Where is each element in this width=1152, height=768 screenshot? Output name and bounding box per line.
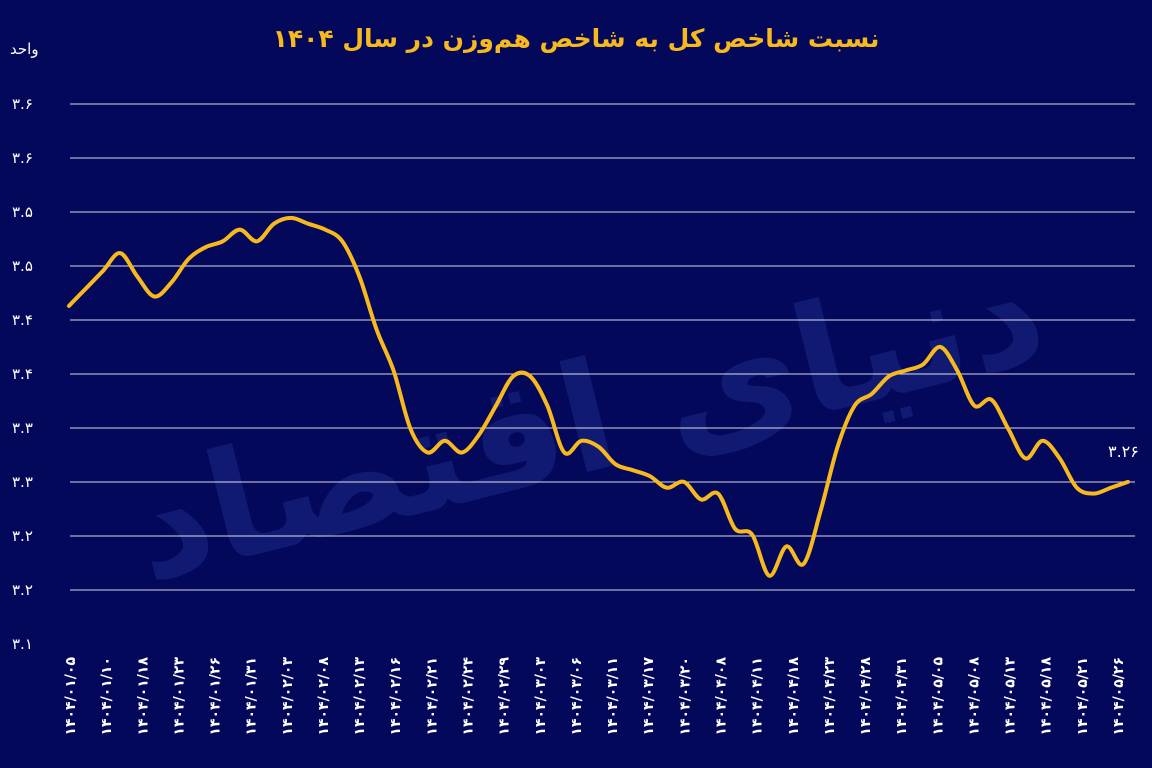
- x-tick-label: ۱۴۰۴/۰۳/۱۱: [605, 657, 621, 736]
- x-tick-label: ۱۴۰۴/۰۱/۲۳: [171, 657, 187, 736]
- y-tick-label: ۳.۶: [12, 95, 33, 113]
- x-tick-label: ۱۴۰۴/۰۳/۰۶: [569, 657, 585, 736]
- x-tick-label: ۱۴۰۴/۰۴/۳۱: [894, 657, 910, 736]
- chart-title: نسبت شاخص کل به شاخص هم‌وزن در سال ۱۴۰۴: [272, 24, 880, 53]
- x-tick-label: ۱۴۰۴/۰۲/۰۸: [316, 657, 332, 736]
- x-tick-label: ۱۴۰۴/۰۴/۱۸: [786, 657, 802, 736]
- y-tick-label: ۳.۲: [12, 527, 33, 545]
- x-tick-label: ۱۴۰۴/۰۲/۱۳: [352, 657, 368, 736]
- x-tick-label: ۱۴۰۴/۰۳/۲۰: [677, 657, 693, 736]
- y-tick-label: ۳.۴: [12, 365, 33, 383]
- last-value-label: ۳.۲۶: [1108, 442, 1139, 461]
- y-tick-label: ۳.۵: [12, 203, 33, 221]
- x-tick-label: ۱۴۰۴/۰۴/۲۳: [822, 657, 838, 736]
- x-axis-ticks: ۱۴۰۴/۰۱/۰۵ ۱۴۰۴/۰۱/۱۰ ۱۴۰۴/۰۱/۱۸ ۱۴۰۴/۰۱/۲۳…: [63, 657, 1127, 736]
- x-tick-label: ۱۴۰۴/۰۱/۲۶: [208, 657, 224, 736]
- x-tick-label: ۱۴۰۴/۰۱/۳۱: [244, 657, 260, 736]
- x-tick-label: ۱۴۰۴/۰۵/۱۳: [1003, 657, 1019, 736]
- x-tick-label: ۱۴۰۴/۰۵/۲۶: [1111, 657, 1127, 736]
- x-tick-label: ۱۴۰۴/۰۴/۲۸: [858, 657, 874, 736]
- y-tick-label: ۳.۱: [12, 635, 33, 653]
- watermark-text: دنیای اقتصاد: [114, 222, 1061, 616]
- x-tick-label: ۱۴۰۴/۰۳/۰۳: [533, 657, 549, 736]
- x-tick-label: ۱۴۰۴/۰۴/۰۸: [714, 657, 730, 736]
- x-tick-label: ۱۴۰۴/۰۵/۰۵: [930, 657, 946, 736]
- x-tick-label: ۱۴۰۴/۰۵/۰۸: [966, 657, 982, 736]
- y-tick-label: ۳.۲: [12, 581, 33, 599]
- x-tick-label: ۱۴۰۴/۰۵/۱۸: [1039, 657, 1055, 736]
- y-tick-label: ۳.۳: [12, 419, 33, 437]
- x-tick-label: ۱۴۰۴/۰۲/۲۴: [461, 657, 477, 736]
- series-line: [67, 215, 1130, 578]
- x-tick-label: ۱۴۰۴/۰۲/۱۶: [388, 657, 404, 736]
- y-tick-label: ۳.۶: [12, 149, 33, 167]
- x-tick-label: ۱۴۰۴/۰۲/۲۱: [424, 657, 440, 736]
- y-tick-label: ۳.۳: [12, 473, 33, 491]
- y-axis-unit-label: واحد: [10, 40, 39, 58]
- x-tick-label: ۱۴۰۴/۰۲/۲۹: [497, 657, 513, 736]
- y-axis-ticks: ۳.۶ ۳.۶ ۳.۵ ۳.۵ ۳.۴ ۳.۴ ۳.۳ ۳.۳ ۳.۲ ۳.۲ ۳.۱: [12, 95, 33, 653]
- y-tick-label: ۳.۵: [12, 257, 33, 275]
- y-tick-label: ۳.۴: [12, 311, 33, 329]
- x-tick-label: ۱۴۰۴/۰۳/۱۷: [641, 657, 657, 736]
- x-tick-label: ۱۴۰۴/۰۱/۰۵: [63, 657, 79, 736]
- x-tick-label: ۱۴۰۴/۰۱/۱۰: [99, 657, 115, 736]
- x-tick-label: ۱۴۰۴/۰۴/۱۱: [750, 657, 766, 736]
- x-tick-label: ۱۴۰۴/۰۱/۱۸: [135, 657, 151, 736]
- x-tick-label: ۱۴۰۴/۰۵/۲۱: [1075, 657, 1091, 736]
- x-tick-label: ۱۴۰۴/۰۲/۰۳: [280, 657, 296, 736]
